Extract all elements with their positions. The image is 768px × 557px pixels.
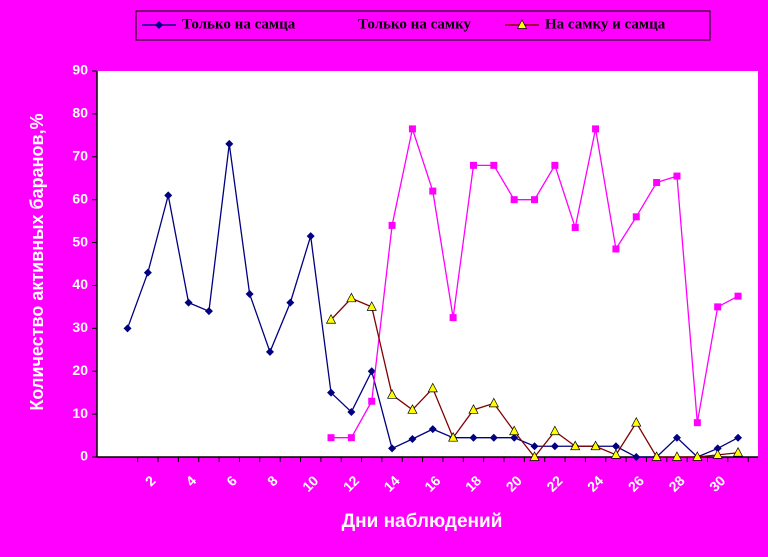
point <box>509 425 520 436</box>
y-tick-label: 70 <box>72 147 88 163</box>
point <box>510 196 518 204</box>
point <box>386 389 398 399</box>
y-tick-label: 90 <box>72 62 88 78</box>
x-axis-label: Дни наблюдений <box>342 511 503 532</box>
point <box>331 21 339 29</box>
point <box>347 434 355 442</box>
point <box>653 179 661 187</box>
point <box>429 187 437 195</box>
y-tick-label: 50 <box>72 233 88 249</box>
point <box>692 451 703 461</box>
point <box>732 446 744 457</box>
point <box>488 397 499 408</box>
point <box>592 125 600 133</box>
point <box>671 451 683 461</box>
y-tick-label: 20 <box>72 362 88 378</box>
point <box>388 444 397 453</box>
point <box>327 434 335 442</box>
point <box>632 453 641 461</box>
point <box>286 298 295 307</box>
point <box>489 433 498 442</box>
point <box>469 161 477 169</box>
point <box>265 347 274 356</box>
point <box>550 442 559 451</box>
point <box>490 161 498 169</box>
point <box>610 449 622 459</box>
point <box>155 21 163 29</box>
point <box>388 221 396 229</box>
point <box>531 196 539 204</box>
point <box>734 433 743 442</box>
y-tick-label: 40 <box>72 276 88 292</box>
point <box>712 449 723 459</box>
point <box>407 404 418 414</box>
legend-box <box>135 10 711 41</box>
point <box>549 425 560 436</box>
point <box>325 314 337 324</box>
y-tick-label: 0 <box>80 448 88 464</box>
point <box>143 268 152 277</box>
point <box>551 161 559 169</box>
point <box>714 303 722 311</box>
point <box>123 324 132 333</box>
legend-label: Только на самца <box>182 16 296 32</box>
legend-label: На самку и самца <box>545 16 666 32</box>
point <box>734 292 742 300</box>
point <box>529 451 540 461</box>
point <box>327 388 336 397</box>
point <box>347 407 356 416</box>
point <box>346 292 357 303</box>
point <box>368 397 376 405</box>
y-tick-label: 30 <box>72 319 88 335</box>
point <box>184 298 193 307</box>
legend-label: Только на самку <box>358 16 472 32</box>
point <box>204 307 213 316</box>
point <box>571 224 579 232</box>
point <box>448 431 459 442</box>
point <box>428 425 437 434</box>
y-tick-label: 10 <box>72 405 88 421</box>
point <box>245 290 254 299</box>
point <box>693 419 701 427</box>
point <box>469 433 478 442</box>
point <box>408 434 417 443</box>
point <box>673 172 681 180</box>
point <box>366 301 377 311</box>
point <box>225 139 234 148</box>
point <box>306 232 315 241</box>
point <box>590 440 601 451</box>
point <box>427 382 438 393</box>
point <box>612 245 620 253</box>
y-tick-label: 60 <box>72 190 88 206</box>
y-axis-label: Количество активных баранов,% <box>27 113 47 410</box>
point <box>449 314 457 322</box>
point <box>631 416 642 427</box>
point <box>570 440 581 451</box>
point <box>530 442 539 451</box>
point <box>651 451 662 461</box>
point <box>164 191 173 200</box>
point <box>632 213 640 221</box>
point <box>510 433 519 442</box>
plot-area <box>97 71 758 457</box>
point <box>672 433 681 442</box>
point <box>367 367 376 376</box>
point <box>408 125 416 133</box>
point <box>611 442 620 451</box>
y-tick-label: 80 <box>72 105 88 121</box>
point <box>713 444 722 453</box>
point <box>516 19 528 29</box>
point <box>468 404 479 414</box>
